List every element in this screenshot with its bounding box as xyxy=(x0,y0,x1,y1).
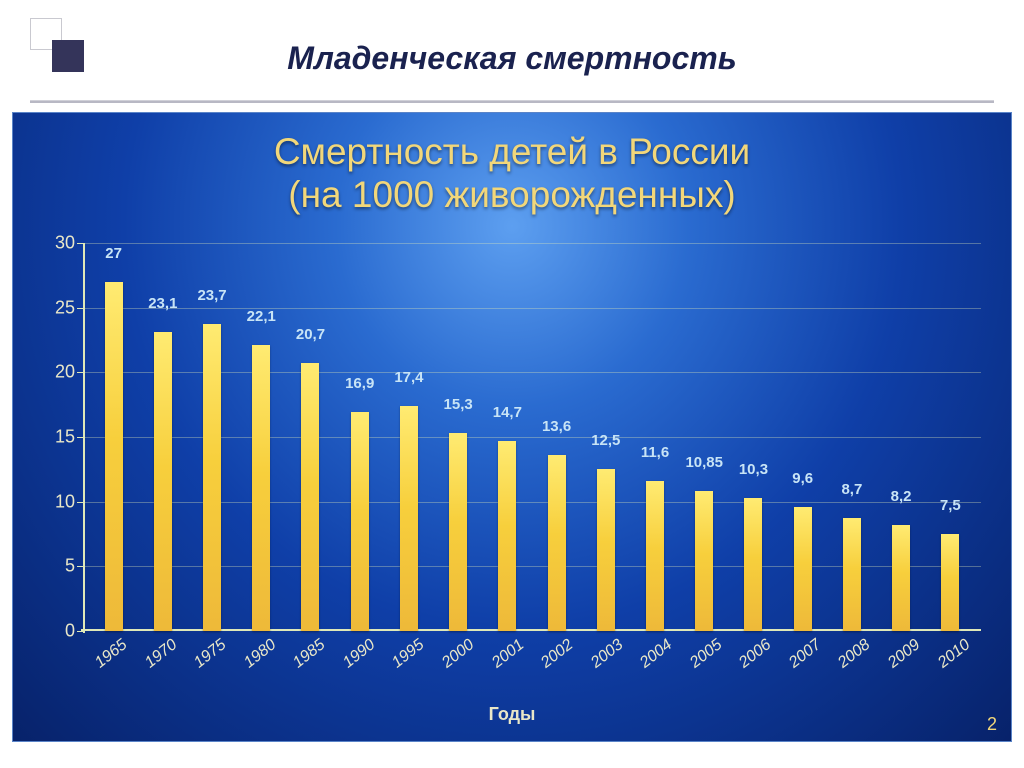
bar-slot: 22,1 xyxy=(237,243,286,631)
bar-rect xyxy=(744,498,762,631)
bar-rect xyxy=(498,441,516,631)
bar-rect xyxy=(941,534,959,631)
bar-rect xyxy=(597,469,615,631)
bar-rect xyxy=(252,345,270,631)
y-tick-label: 25 xyxy=(39,297,75,318)
bar-rect xyxy=(203,324,221,631)
bar-rect xyxy=(301,363,319,631)
y-tick-label: 0 xyxy=(39,621,75,642)
bar-slot: 10,85 xyxy=(680,243,729,631)
bar-value-label: 7,5 xyxy=(910,497,990,514)
slide-title: Младенческая смертность xyxy=(0,40,1024,77)
page-number: 2 xyxy=(987,714,997,735)
bar-rect xyxy=(843,518,861,631)
bar-slot: 9,6 xyxy=(778,243,827,631)
bar-slot: 7,5 xyxy=(926,243,975,631)
bar-slot: 10,3 xyxy=(729,243,778,631)
y-tick-label: 10 xyxy=(39,491,75,512)
bar-rect xyxy=(646,481,664,631)
y-tick-mark xyxy=(77,631,83,632)
chart-title: Смертность детей в России (на 1000 живор… xyxy=(13,113,1011,216)
chart-title-line2: (на 1000 живорожденных) xyxy=(288,174,735,215)
bar-rect xyxy=(794,507,812,631)
plot-area: 051015202530 2723,123,722,120,716,917,41… xyxy=(83,243,981,631)
bar-slot: 11,6 xyxy=(630,243,679,631)
bar-rect xyxy=(695,491,713,631)
bar-rect xyxy=(548,455,566,631)
chart-container: Смертность детей в России (на 1000 живор… xyxy=(12,112,1012,742)
y-tick-label: 15 xyxy=(39,427,75,448)
bars-group: 2723,123,722,120,716,917,415,314,713,612… xyxy=(83,243,981,631)
y-tick-label: 20 xyxy=(39,362,75,383)
slide: Младенческая смертность Смертность детей… xyxy=(0,0,1024,768)
divider-line xyxy=(30,100,994,103)
y-tick-label: 5 xyxy=(39,556,75,577)
bar-slot: 8,7 xyxy=(827,243,876,631)
bar-rect xyxy=(351,412,369,631)
chart-title-line1: Смертность детей в России xyxy=(274,131,750,172)
x-tick-label: 2010 xyxy=(929,632,1003,707)
bar-rect xyxy=(400,406,418,631)
x-labels-group: 1965197019751980198519901995200020012002… xyxy=(89,641,981,697)
bar-rect xyxy=(449,433,467,631)
bar-slot: 17,4 xyxy=(384,243,433,631)
bar-slot: 15,3 xyxy=(434,243,483,631)
bar-rect xyxy=(154,332,172,631)
y-tick-label: 30 xyxy=(39,233,75,254)
bar-slot: 16,9 xyxy=(335,243,384,631)
bar-slot: 14,7 xyxy=(483,243,532,631)
bar-rect xyxy=(105,282,123,631)
bar-rect xyxy=(892,525,910,631)
x-axis-title: Годы xyxy=(13,704,1011,725)
bar-slot: 20,7 xyxy=(286,243,335,631)
bar-slot: 12,5 xyxy=(581,243,630,631)
bar-slot: 23,7 xyxy=(187,243,236,631)
bar-slot: 8,2 xyxy=(877,243,926,631)
